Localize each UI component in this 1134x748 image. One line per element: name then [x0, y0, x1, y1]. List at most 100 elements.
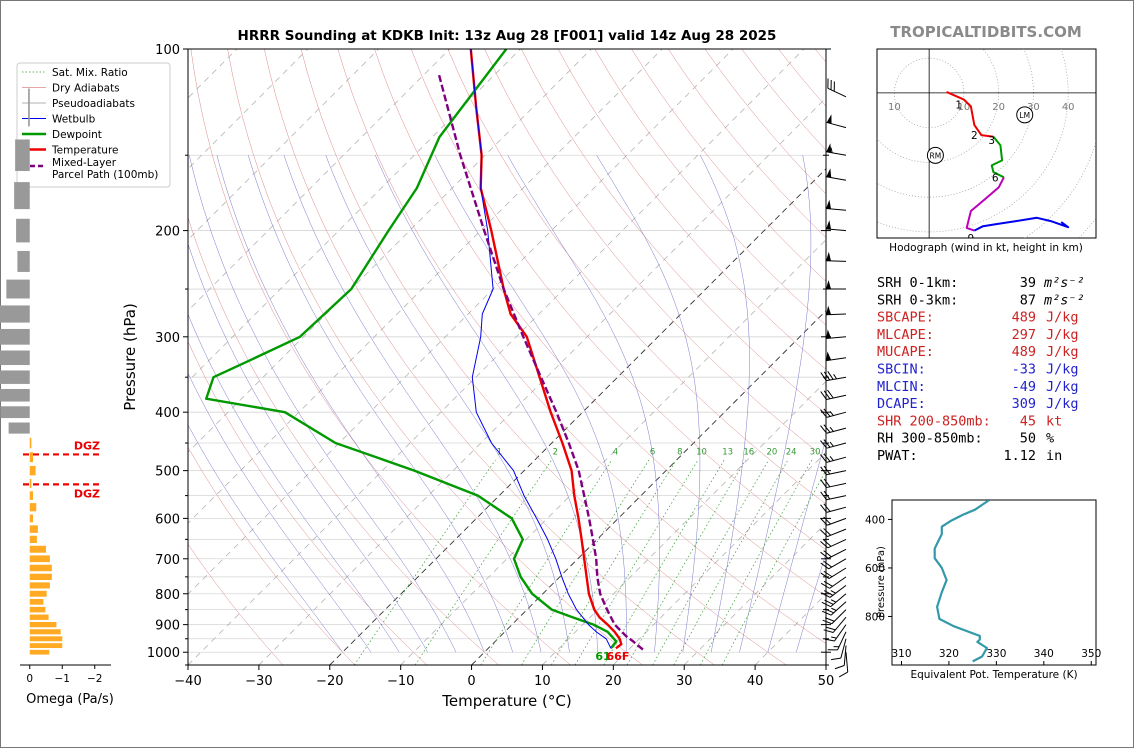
hodograph-trace: [973, 216, 1070, 232]
skewt-profiles: [205, 49, 644, 651]
isotherm-line: [188, 49, 734, 595]
omega-panel: DGZ DGZ 0 −1 −2: [0, 88, 111, 685]
theta-e-y-tick-label: 400: [865, 514, 885, 526]
wind-barb: [826, 280, 846, 290]
barb-pennant: [826, 168, 832, 178]
hodograph-height-label: 6: [992, 172, 999, 184]
wind-barb: [820, 576, 847, 589]
omega-bar: [16, 218, 30, 243]
wind-barb: [826, 199, 847, 211]
mixing-ratio-label: 16: [743, 447, 754, 457]
barb-pennant: [826, 351, 832, 361]
x-tick-label: 50: [818, 674, 835, 689]
wind-barb: [821, 593, 847, 608]
dry-adiabat-line: [188, 446, 356, 665]
pseudoadiabat-line: [795, 552, 826, 653]
index-value: 1.12: [1003, 448, 1036, 464]
legend-label: Mixed-Layer Parcel Path (100mb): [52, 157, 158, 181]
legend-box: [16, 62, 171, 188]
wind-barb: [820, 548, 847, 559]
wind-barb: [827, 631, 847, 651]
omega-bar: [29, 598, 44, 605]
theta-e-y-tick-label: 600: [865, 563, 885, 575]
omega-bar: [8, 422, 30, 434]
wind-barb: [824, 624, 847, 642]
pseudoadiabat-line: [216, 155, 485, 653]
pseudoadiabat-line: [375, 155, 599, 653]
dry-adiabat-line: [264, 49, 715, 665]
x-tick-label: −40: [174, 674, 201, 689]
mixing-ratio-line: [354, 459, 496, 665]
mixing-ratio-line: [721, 469, 826, 665]
wind-barb: [831, 638, 847, 661]
legend-label: Wetbulb: [52, 114, 96, 126]
wind-barbs: [820, 78, 849, 678]
hodograph-height-label: 3: [988, 135, 995, 147]
hodograph-ring-label: 40: [1062, 102, 1075, 113]
index-label: DCAPE:: [877, 396, 926, 412]
omega-bar: [15, 139, 30, 171]
legend-label: Dry Adiabats: [52, 83, 120, 95]
pseudoadiabat-line: [188, 313, 400, 653]
index-value: 309: [1012, 396, 1036, 412]
wind-barb: [820, 389, 847, 400]
mixing-ratio-line: [699, 459, 813, 665]
x-tick-label: −30: [245, 674, 272, 689]
index-label: RH 300-850mb:: [877, 431, 983, 447]
dry-adiabat-line: [188, 543, 284, 665]
index-value: 87: [1020, 292, 1036, 308]
index-value: 489: [1012, 344, 1036, 360]
y-tick-label: 500: [155, 465, 180, 480]
omega-bar: [29, 649, 50, 655]
dry-adiabat-line: [447, 49, 826, 505]
watermark: TROPICALTIDBITS.COM: [890, 23, 1082, 41]
index-value: 39: [1020, 275, 1036, 291]
omega-bar: [29, 606, 46, 613]
pseudoadiabat-line: [507, 155, 660, 653]
series-mixed-layer: [437, 73, 644, 651]
index-value: -33: [1012, 362, 1036, 378]
index-unit: kt: [1046, 413, 1062, 429]
omega-bar: [29, 582, 50, 589]
pseudoadiabat-line: [188, 243, 428, 653]
chart-title: HRRR Sounding at KDKB Init: 13z Aug 28 […: [238, 28, 777, 44]
series-wetbulb: [470, 49, 612, 649]
pseudoadiabat-line: [283, 155, 542, 653]
mixing-ratio-line: [626, 459, 746, 665]
barb-pennant: [826, 143, 832, 153]
mixing-ratio-line: [652, 459, 770, 665]
index-unit: J/kg: [1046, 327, 1079, 343]
mixing-ratio-line: [673, 459, 789, 665]
barb-pennant: [826, 251, 832, 261]
dry-adiabat-line: [188, 216, 499, 665]
index-label: SHR 200-850mb:: [877, 413, 991, 429]
index-label: MLCIN:: [877, 379, 926, 395]
y-tick-label: 1000: [147, 646, 180, 661]
omega-bar: [0, 350, 30, 366]
wind-barb: [827, 78, 847, 98]
mixing-ratio-label: 8: [677, 447, 682, 457]
isotherm-line: [188, 49, 805, 665]
theta-e-y-axis-label: Pressure (hPa): [876, 546, 887, 618]
wind-barb: [820, 478, 847, 489]
wind-barb: [820, 490, 847, 501]
wind-barb: [826, 143, 847, 156]
wind-barb: [826, 351, 847, 362]
pseudoadiabat-line: [739, 155, 812, 653]
index-value: 45: [1020, 413, 1036, 429]
omega-bar: [17, 250, 30, 272]
isotherm-line: [329, 168, 826, 665]
wind-barb: [820, 503, 847, 513]
x-tick-label: 30: [676, 674, 693, 689]
omega-bar: [14, 182, 30, 210]
index-unit: J/kg: [1046, 379, 1079, 395]
omega-bar: [29, 643, 63, 649]
y-tick-label: 900: [155, 619, 180, 634]
index-unit: m²s⁻²: [1043, 275, 1085, 291]
series-dewpoint: [205, 49, 618, 650]
wind-barb: [826, 114, 847, 129]
isotherm-line: [683, 522, 826, 665]
storm-motion-marker: [1016, 106, 1034, 124]
x-tick-label: −10: [387, 674, 414, 689]
